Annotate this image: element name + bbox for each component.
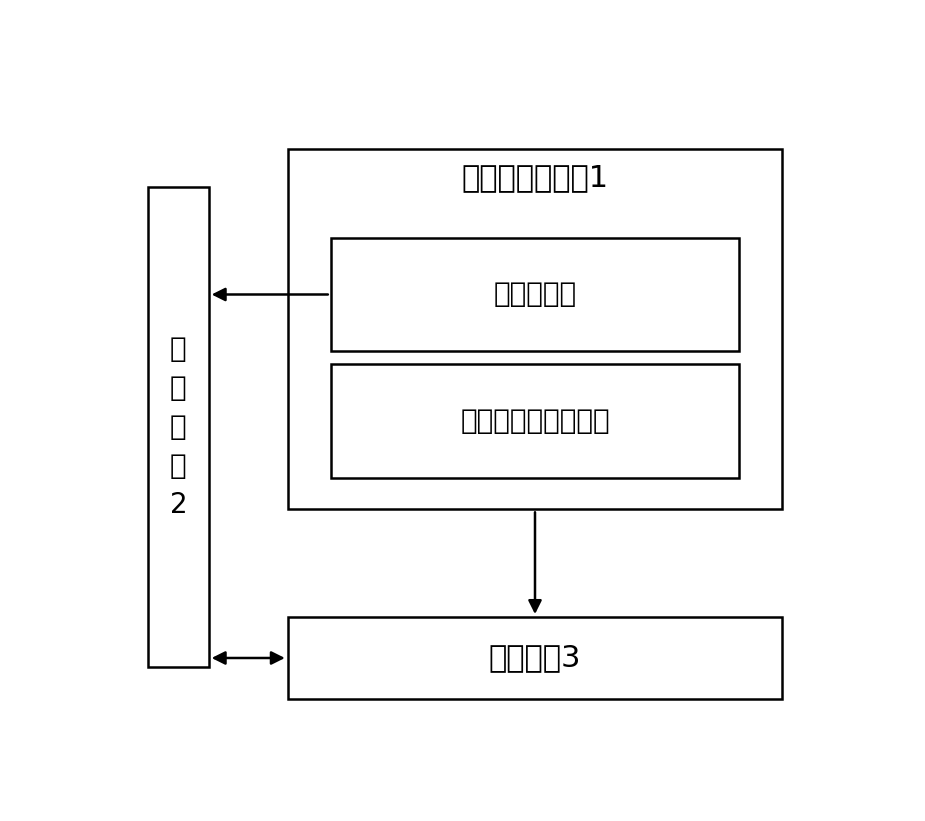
Bar [331,237,739,351]
Text: 控制模块3: 控制模块3 [488,644,581,672]
Text: 时间点管理模块1: 时间点管理模块1 [462,163,609,192]
Bar [288,617,783,699]
Bar [288,149,783,509]
Bar [148,187,209,667]
Text: 时间点管理: 时间点管理 [493,281,576,309]
Bar [331,364,739,478]
Text: 时间点变动标识管理: 时间点变动标识管理 [460,407,610,435]
Text: 设
置
模
块
2: 设 置 模 块 2 [169,335,187,519]
